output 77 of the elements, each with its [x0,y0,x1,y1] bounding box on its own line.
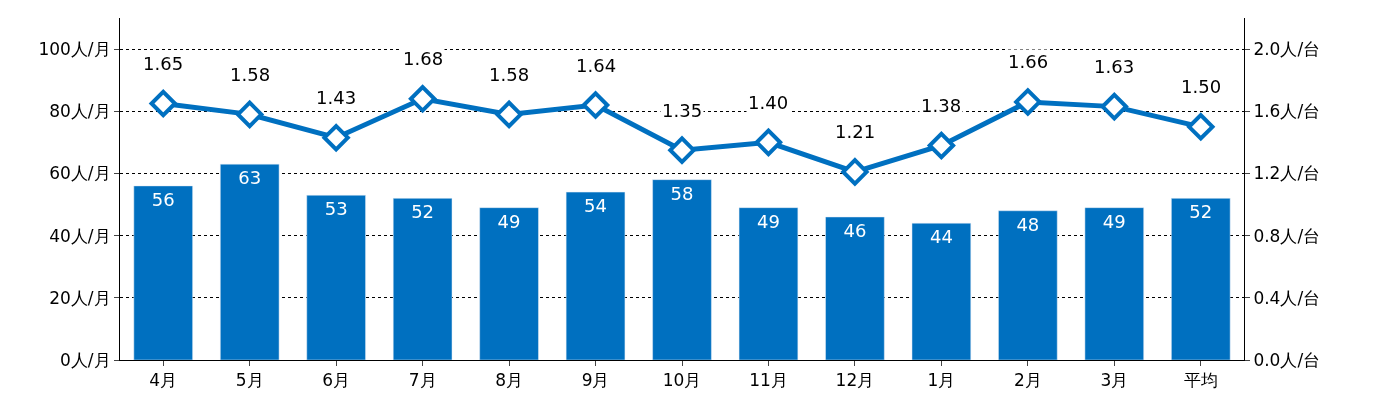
x-tick-label: 8月 [495,370,523,391]
x-tick-label: 4月 [149,370,178,391]
data-label: 52 [411,201,435,223]
y-tick-label: 0人/月 [60,349,111,370]
data-label: 1.64 [576,55,617,76]
point [581,91,610,119]
point [1100,92,1129,121]
data-label: 53 [324,198,348,220]
point [754,128,783,157]
point [668,136,696,164]
data-label: 1.35 [662,100,703,121]
x-tick-label: 9月 [581,370,610,391]
y-tick-label: 100人/月 [38,39,111,60]
point [1187,113,1215,141]
bar [911,222,972,360]
point [1014,88,1042,116]
point [495,100,523,129]
data-label: 1.43 [316,87,357,108]
y2-tick-label: 0.4人/台 [1253,287,1321,308]
bar [133,185,193,360]
data-label: 48 [1016,213,1040,235]
data-label: 49 [497,210,521,232]
data-label: 1.40 [748,92,789,113]
data-label: 1.50 [1181,76,1222,97]
data-label: 1.58 [489,64,530,85]
bar [825,216,885,360]
data-label: 58 [670,182,694,204]
x-tick-label: 2月 [1013,370,1042,391]
data-label: 63 [238,167,262,189]
data-label: 1.66 [1008,51,1049,72]
point [841,158,869,186]
data-label: 1.65 [143,53,184,74]
bar [306,194,366,360]
data-label: 54 [584,195,607,217]
data-label: 44 [929,226,953,248]
x-tick-label: 3月 [1100,370,1129,391]
y2-tick-label: 1.2人/台 [1253,163,1321,184]
x-tick-label: 6月 [322,370,351,391]
data-label: 52 [1189,201,1213,223]
data-label: 1.58 [230,64,271,85]
y-tick-label: 20人/月 [49,287,111,308]
point [408,85,437,113]
x-tick-label: 10月 [662,370,702,391]
data-label: 1.63 [1094,56,1135,77]
bar [479,207,539,360]
x-tick-label: 平均 [1183,370,1218,391]
y2-tick-label: 0.0人/台 [1253,349,1321,370]
x-tick-label: 7月 [408,370,437,391]
bar [1171,198,1231,360]
bar [1084,207,1144,360]
y-tick-label: 60人/月 [49,163,111,184]
bar [392,198,453,360]
bar [220,163,280,360]
y-tick-label: 40人/月 [49,225,111,246]
y2-tick-label: 1.6人/台 [1253,101,1321,122]
point [322,124,350,152]
data-label: 1.38 [921,95,962,116]
data-label: 49 [1102,210,1126,232]
point [235,100,264,129]
bar [738,207,799,360]
data-label: 49 [757,210,780,232]
bar [652,179,712,360]
y2-tick-label: 2.0人/台 [1253,39,1321,60]
bar [998,210,1058,360]
point [927,131,956,160]
y-tick-label: 80人/月 [49,101,111,122]
x-tick-label: 5月 [235,370,264,391]
bar [565,191,626,360]
x-tick-label: 12月 [835,370,875,391]
data-label: 56 [151,188,175,210]
x-tick-label: 1月 [927,370,956,391]
data-label: 1.21 [835,121,876,142]
y2-tick-label: 0.8人/台 [1253,225,1321,246]
data-label: 1.68 [403,48,444,69]
x-tick-label: 11月 [749,370,788,391]
data-label: 46 [843,219,867,241]
point [149,89,177,118]
